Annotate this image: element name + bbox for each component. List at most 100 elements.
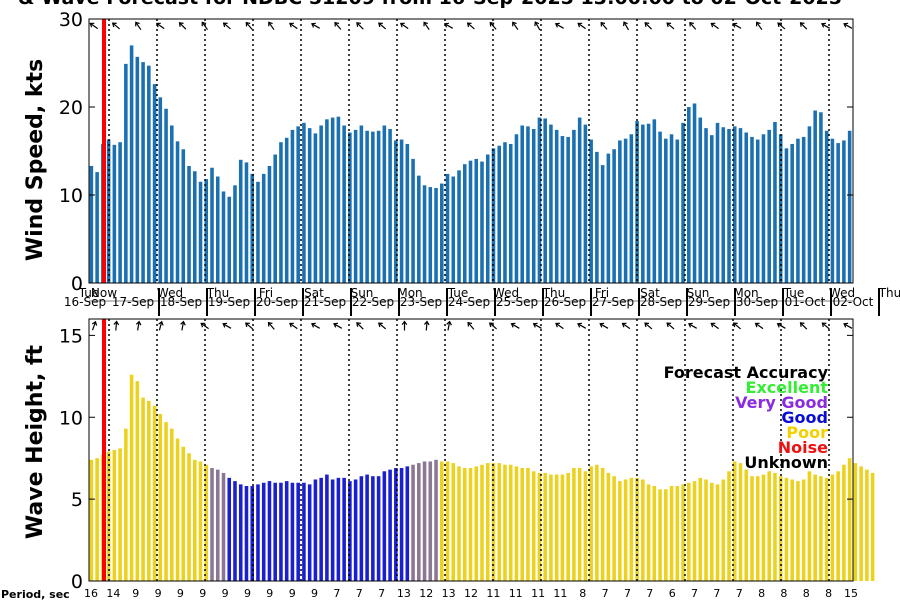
wave-height-bar xyxy=(664,489,668,581)
arrow-shaft xyxy=(599,323,609,329)
wind-direction-arrow xyxy=(799,22,808,30)
arrow-shaft xyxy=(378,22,387,30)
arrow-shaft xyxy=(112,22,120,30)
wave-height-bar xyxy=(652,486,657,581)
wind-speed-bar xyxy=(807,126,812,283)
wave-height-bar xyxy=(704,479,708,582)
wave-direction-arrow xyxy=(180,320,186,331)
day-date-label: 27-Sep xyxy=(592,295,634,309)
arrow-shaft xyxy=(710,22,719,30)
wave-height-bar xyxy=(440,461,444,581)
wave-height-bar xyxy=(698,477,703,581)
wind-speed-bar xyxy=(612,149,616,283)
arrow-shaft xyxy=(555,322,564,330)
period-value: 9 xyxy=(155,587,162,600)
arrow-shaft xyxy=(555,23,564,29)
wave-height-bar xyxy=(256,484,260,581)
wind-speed-bar xyxy=(175,141,180,283)
wave-height-bar xyxy=(560,474,565,581)
wind-speed-bar xyxy=(147,65,151,283)
day-of-week-label: Fri xyxy=(259,286,273,300)
wave-direction-arrow xyxy=(267,321,275,330)
arrow-shaft xyxy=(843,23,853,29)
arrow-shaft xyxy=(733,322,741,330)
day-of-week-label: Tue xyxy=(783,286,805,300)
wave-direction-arrow xyxy=(378,322,387,330)
wind-speed-bar xyxy=(141,62,145,284)
wave-height-bar xyxy=(353,479,358,582)
wave-height-bar xyxy=(95,458,99,581)
arrow-head xyxy=(289,22,294,28)
wave-height-bar xyxy=(451,463,456,581)
wind-speed-frame xyxy=(88,18,854,284)
wind-speed-bar xyxy=(842,140,846,283)
wind-speed-bar xyxy=(641,124,645,283)
wave-height-bar xyxy=(514,466,519,582)
wave-height-bar xyxy=(709,482,714,581)
period-value: 7 xyxy=(624,587,631,600)
wind-speed-bar xyxy=(635,121,639,283)
legend-item: Poor xyxy=(786,423,828,442)
wave-height-bar xyxy=(750,476,754,581)
wind-speed-bar xyxy=(583,124,588,283)
wave-direction-arrow xyxy=(776,322,786,329)
wave-direction-arrow xyxy=(91,320,98,331)
arrow-shaft xyxy=(533,323,542,329)
arrow-head xyxy=(666,22,672,28)
wave-height-bar xyxy=(141,397,145,581)
day-of-week-label: Sun xyxy=(687,286,710,300)
wave-height-bar xyxy=(497,463,502,581)
period-value: 11 xyxy=(486,587,500,600)
arrow-head xyxy=(222,322,228,328)
wind-speed-bar xyxy=(462,164,467,283)
wave-height-bar xyxy=(836,471,840,581)
wind-speed-bar xyxy=(658,131,662,283)
arrow-head xyxy=(311,22,316,28)
arrow-shaft xyxy=(843,323,853,329)
wave-height-bar xyxy=(417,463,421,581)
period-value: 12 xyxy=(419,587,433,600)
wind-direction-arrow xyxy=(444,22,453,29)
arrow-head xyxy=(777,22,783,28)
wind-direction-arrow xyxy=(623,21,630,31)
wind-speed-bar xyxy=(549,124,553,283)
wind-speed-bar xyxy=(623,138,628,283)
wave-height-bar xyxy=(342,477,346,581)
arrow-shaft xyxy=(622,322,631,330)
wave-direction-arrow xyxy=(467,321,475,330)
wind-speed-bar xyxy=(606,153,611,283)
period-value: 7 xyxy=(691,587,698,600)
wind-speed-bar xyxy=(187,165,191,283)
wind-speed-bar xyxy=(95,172,99,283)
arrow-shaft xyxy=(447,321,451,331)
arrow-shaft xyxy=(179,22,187,30)
wind-speed-bar xyxy=(595,151,599,283)
wind-speed-bar xyxy=(261,173,266,283)
wave-height-bar xyxy=(422,461,427,581)
wave-direction-arrow xyxy=(333,322,343,329)
wave-height-bar xyxy=(365,474,369,581)
wind-speed-bar xyxy=(451,176,456,283)
wind-speed-bar xyxy=(221,191,226,283)
arrow-shaft xyxy=(710,322,719,330)
day-of-week-label: Thu xyxy=(542,286,566,300)
wave-height-bar xyxy=(727,471,731,581)
wave-height-bar xyxy=(870,472,875,581)
day-date-label: 20-Sep xyxy=(256,295,298,309)
wave-height-bar xyxy=(842,464,846,581)
wave-height-bar xyxy=(554,474,559,581)
wind-speed-bar xyxy=(778,134,783,283)
wind-speed-bar xyxy=(503,142,507,283)
wind-speed-bar xyxy=(577,117,582,283)
day-date-label: 26-Sep xyxy=(544,295,586,309)
legend-item: Noise xyxy=(778,438,828,457)
wave-height-bar xyxy=(606,472,611,581)
wave-height-bar xyxy=(261,482,266,581)
wind-direction-arrow xyxy=(423,21,430,31)
wave-direction-arrow xyxy=(245,322,254,330)
wave-height-bar xyxy=(508,464,513,581)
wave-direction-arrow xyxy=(710,322,719,330)
wave-height-bar xyxy=(503,464,507,581)
wind-speed-bar xyxy=(744,132,749,283)
wave-direction-arrow xyxy=(135,320,142,331)
